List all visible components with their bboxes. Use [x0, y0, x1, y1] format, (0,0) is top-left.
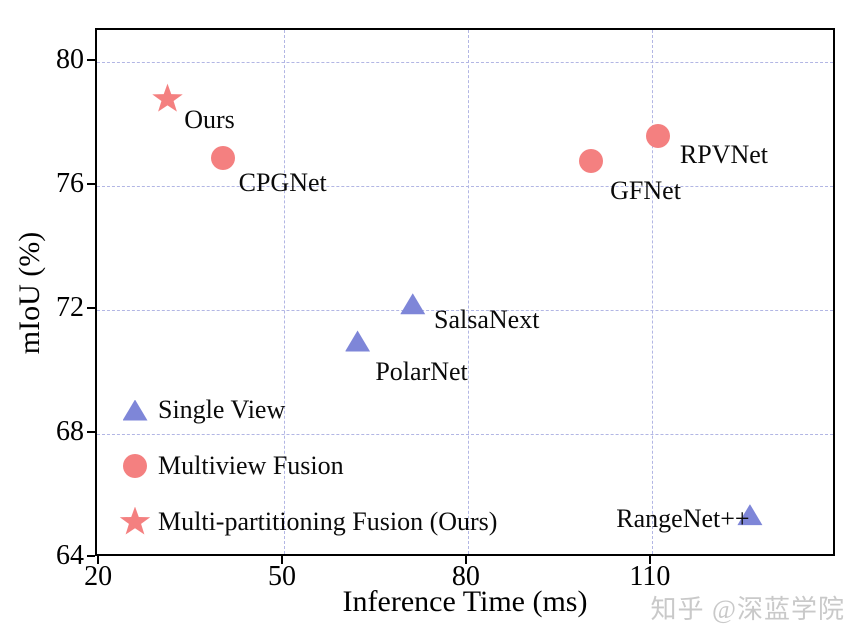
y-tick-label-80: 80 — [56, 43, 84, 75]
legend-circle-icon — [123, 454, 147, 478]
y-tick-72 — [87, 306, 95, 309]
gridline-y-76 — [97, 185, 833, 187]
watermark: 知乎 @深蓝学院 — [650, 595, 845, 624]
point-label-salsanext: SalsaNext — [434, 304, 540, 334]
y-tick-label-64: 64 — [56, 540, 84, 571]
y-tick-64 — [87, 555, 95, 557]
legend-item-circle: Multiview Fusion — [117, 451, 497, 480]
point-label-ours: Ours — [184, 105, 235, 135]
y-tick-label-76: 76 — [56, 167, 84, 199]
y-tick-80 — [87, 58, 95, 61]
y-tick-label-72: 72 — [56, 291, 84, 323]
marker-gfnet — [578, 149, 603, 174]
gridline-x-110 — [651, 30, 653, 554]
marker-rpvnet — [645, 124, 670, 149]
legend-item-triangle: Single View — [117, 395, 497, 424]
y-axis-label: mIoU (%) — [13, 231, 46, 355]
marker-polarnet — [345, 330, 371, 352]
point-label-polarnet: PolarNet — [375, 356, 468, 386]
x-tick-label-110: 110 — [629, 561, 671, 592]
legend-label: Multi-partitioning Fusion (Ours) — [158, 507, 498, 536]
legend-marker-box — [117, 506, 153, 538]
legend-item-star: Multi-partitioning Fusion (Ours) — [117, 506, 498, 538]
gridline-x-50 — [283, 30, 285, 554]
plot-area: SalsaNext PolarNet RangeNet++ CPGNet GFNet RP… — [95, 28, 835, 556]
x-tick-80 — [464, 556, 467, 564]
point-label-rangenet++: RangeNet++ — [616, 503, 750, 533]
marker-salsanext — [400, 293, 426, 315]
y-tick-68 — [87, 430, 95, 433]
x-tick-label-20: 20 — [84, 561, 113, 592]
y-tick-label-68: 68 — [56, 415, 84, 447]
marker-cpgnet — [210, 146, 235, 171]
y-tick-76 — [87, 182, 95, 185]
x-axis-label: Inference Time (ms) — [342, 585, 588, 618]
point-label-cpgnet: CPGNet — [238, 168, 327, 198]
legend-label: Multiview Fusion — [158, 451, 344, 480]
legend-marker-box — [117, 454, 153, 478]
gridline-y-68 — [97, 433, 833, 435]
gridline-y-72 — [97, 309, 833, 311]
gridline-x-80 — [467, 30, 469, 554]
point-label-rpvnet: RPVNet — [679, 140, 769, 170]
legend-triangle-icon — [122, 399, 148, 421]
legend: Single View Multiview Fusion Multi-partiti… — [117, 395, 498, 538]
point-label-gfnet: GFNet — [610, 176, 681, 206]
legend-marker-box — [117, 399, 153, 421]
marker-ours — [152, 83, 183, 112]
x-tick-label-50: 50 — [267, 561, 296, 592]
legend-star-icon — [119, 506, 151, 535]
x-tick-20 — [97, 556, 100, 564]
x-tick-110 — [648, 556, 651, 564]
gridline-y-80 — [97, 61, 833, 63]
x-tick-label-80: 80 — [451, 561, 480, 592]
x-tick-50 — [280, 556, 283, 564]
legend-label: Single View — [158, 395, 286, 424]
